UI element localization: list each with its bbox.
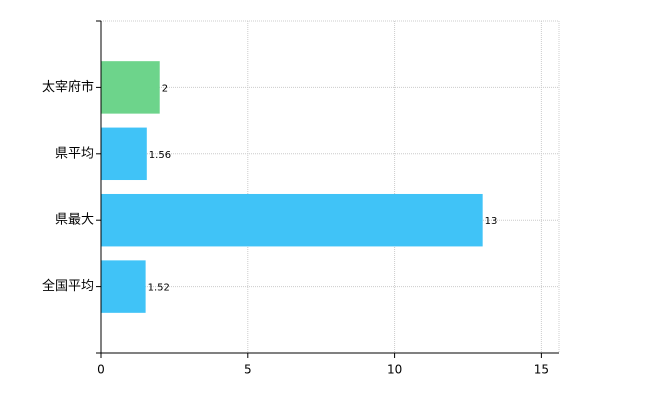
x-tick-label: 10 <box>387 363 402 377</box>
value-label: 13 <box>485 216 498 227</box>
bar <box>101 260 146 313</box>
bar <box>101 193 483 247</box>
x-tick-label: 15 <box>534 363 549 377</box>
y-tick-label: 太宰府市 <box>42 79 94 95</box>
bar <box>101 127 147 181</box>
value-label: 2 <box>162 83 168 94</box>
bar <box>101 61 160 114</box>
y-tick-label: 県最大 <box>55 213 94 228</box>
value-label: 1.56 <box>149 150 171 161</box>
value-label: 1.52 <box>148 283 170 294</box>
x-tick-label: 0 <box>97 363 105 377</box>
x-tick-label: 5 <box>244 363 252 377</box>
y-tick-label: 県平均 <box>55 146 94 161</box>
y-tick-label: 全国平均 <box>42 278 94 294</box>
